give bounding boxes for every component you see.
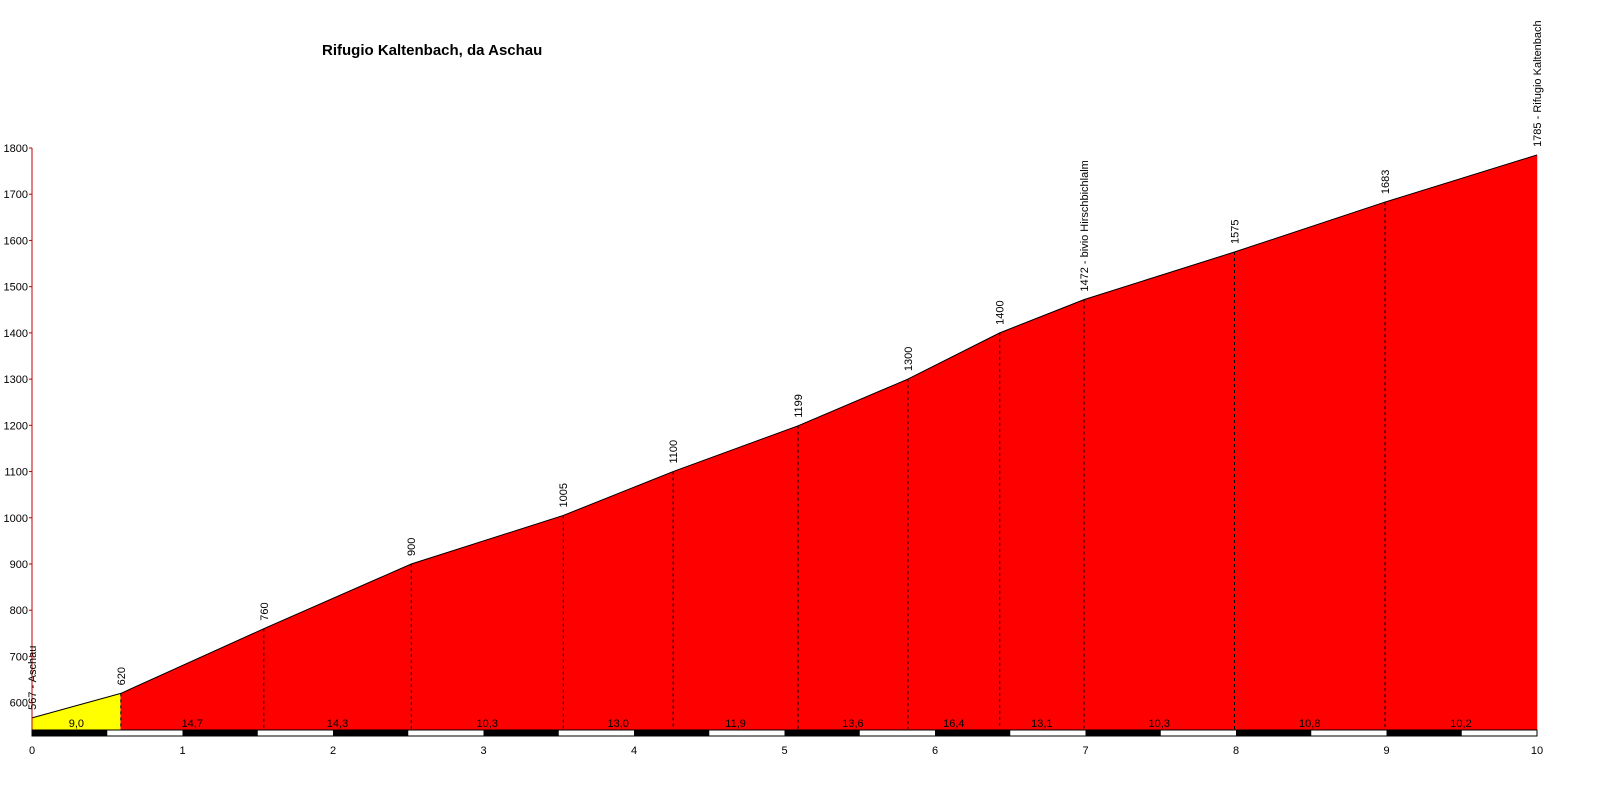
x-tick-label-6: 6	[932, 745, 938, 757]
distance-scale-bar	[31, 729, 1538, 737]
x-axis-ticks: 0 1 2 3 4 5 6 7 8 9 10	[29, 745, 1543, 757]
segment-area-4	[563, 471, 674, 736]
x-tick-label-3: 3	[480, 745, 486, 757]
segment-area-11	[1384, 154, 1538, 736]
point-label-2: 760	[259, 602, 271, 620]
point-label-6: 1199	[793, 394, 805, 418]
segment-area-6	[797, 378, 909, 736]
segment-area-3	[411, 515, 564, 736]
point-labels: 567 - Aschau 620 760 900 1005 1100 1199 1300 140…	[27, 20, 1544, 710]
profile-line	[31, 154, 1538, 719]
x-tick-label-5: 5	[781, 745, 787, 757]
x-tick-label-1: 1	[179, 745, 185, 757]
segment-area-2	[263, 563, 412, 736]
scale-bar-block-12	[935, 730, 1011, 736]
scale-bar-block-14	[1085, 730, 1161, 736]
gradient-label-3: 10,3	[477, 718, 498, 730]
profile-areas	[31, 154, 1538, 736]
x-tick-label-10: 10	[1531, 745, 1543, 757]
y-tick-label-7: 1300	[4, 374, 28, 386]
y-tick-label-1: 700	[10, 651, 28, 663]
point-label-3: 900	[406, 538, 418, 556]
x-tick-label-4: 4	[631, 745, 637, 757]
gradient-label-5: 11,9	[725, 718, 746, 730]
x-tick-label-9: 9	[1383, 745, 1389, 757]
chart-title: Rifugio Kaltenbach, da Aschau	[322, 42, 542, 59]
x-tick-label-8: 8	[1233, 745, 1239, 757]
y-tick-label-4: 1000	[4, 513, 28, 525]
point-label-4: 1005	[558, 483, 570, 507]
point-label-7: 1300	[903, 347, 915, 371]
y-axis-ticks: 600 700 800 900 1000 1100 1200 1300 1400 1500 1600…	[4, 143, 32, 710]
segment-area-5	[672, 425, 799, 736]
y-tick-label-5: 1100	[4, 467, 28, 479]
segment-area-10	[1234, 201, 1386, 736]
gradient-labels: 9,0 14,7 14,3 10,3 13,0 11,9 13,6 16,4 13,1 10,3 1…	[69, 718, 1472, 730]
x-tick-label-2: 2	[330, 745, 336, 757]
profile-outline	[31, 154, 1538, 719]
x-tick-label-7: 7	[1082, 745, 1088, 757]
gradient-label-1: 14,7	[182, 718, 203, 730]
point-dividers	[120, 202, 1386, 729]
y-tick-label-11: 1700	[4, 189, 28, 201]
y-tick-label-9: 1500	[4, 282, 28, 294]
x-tick-label-0: 0	[29, 745, 35, 757]
gradient-label-6: 13,6	[842, 718, 863, 730]
scale-bar-block-6	[483, 730, 559, 736]
point-label-11: 1683	[1380, 170, 1392, 194]
y-tick-label-6: 1200	[4, 420, 28, 432]
scale-bar-block-8	[634, 730, 710, 736]
gradient-label-11: 10,2	[1450, 718, 1471, 730]
point-label-12: 1785 - Rifugio Kaltenbach	[1532, 20, 1544, 147]
y-tick-label-0: 600	[10, 698, 28, 710]
scale-bar-block-4	[333, 730, 409, 736]
gradient-label-7: 16,4	[943, 718, 964, 730]
point-label-9: 1472 - bivio Hirschbichlalm	[1079, 160, 1091, 291]
y-tick-label-12: 1800	[4, 143, 28, 155]
scale-bar-block-16	[1236, 730, 1312, 736]
gradient-label-4: 13,0	[607, 718, 628, 730]
y-tick-label-3: 900	[10, 559, 28, 571]
point-label-10: 1575	[1229, 220, 1241, 244]
scale-bar-block-2	[182, 730, 258, 736]
point-label-1: 620	[116, 667, 128, 685]
scale-bar-block-0	[32, 730, 108, 736]
gradient-label-2: 14,3	[327, 718, 348, 730]
y-tick-label-2: 800	[10, 605, 28, 617]
y-tick-label-10: 1600	[4, 235, 28, 247]
scale-bar-block-10	[784, 730, 860, 736]
gradient-label-0: 9,0	[69, 718, 84, 730]
point-label-8: 1400	[995, 300, 1007, 324]
scale-bar-block-18	[1386, 730, 1462, 736]
gradient-label-9: 10,3	[1149, 718, 1170, 730]
gradient-label-8: 13,1	[1031, 718, 1052, 730]
point-label-0: 567 - Aschau	[27, 646, 39, 710]
point-label-5: 1100	[668, 440, 680, 464]
gradient-label-10: 10,8	[1299, 718, 1320, 730]
segment-area-9	[1083, 251, 1235, 736]
segment-area-8	[999, 299, 1085, 736]
y-tick-label-8: 1400	[4, 328, 28, 340]
segment-area-7	[907, 332, 1000, 736]
